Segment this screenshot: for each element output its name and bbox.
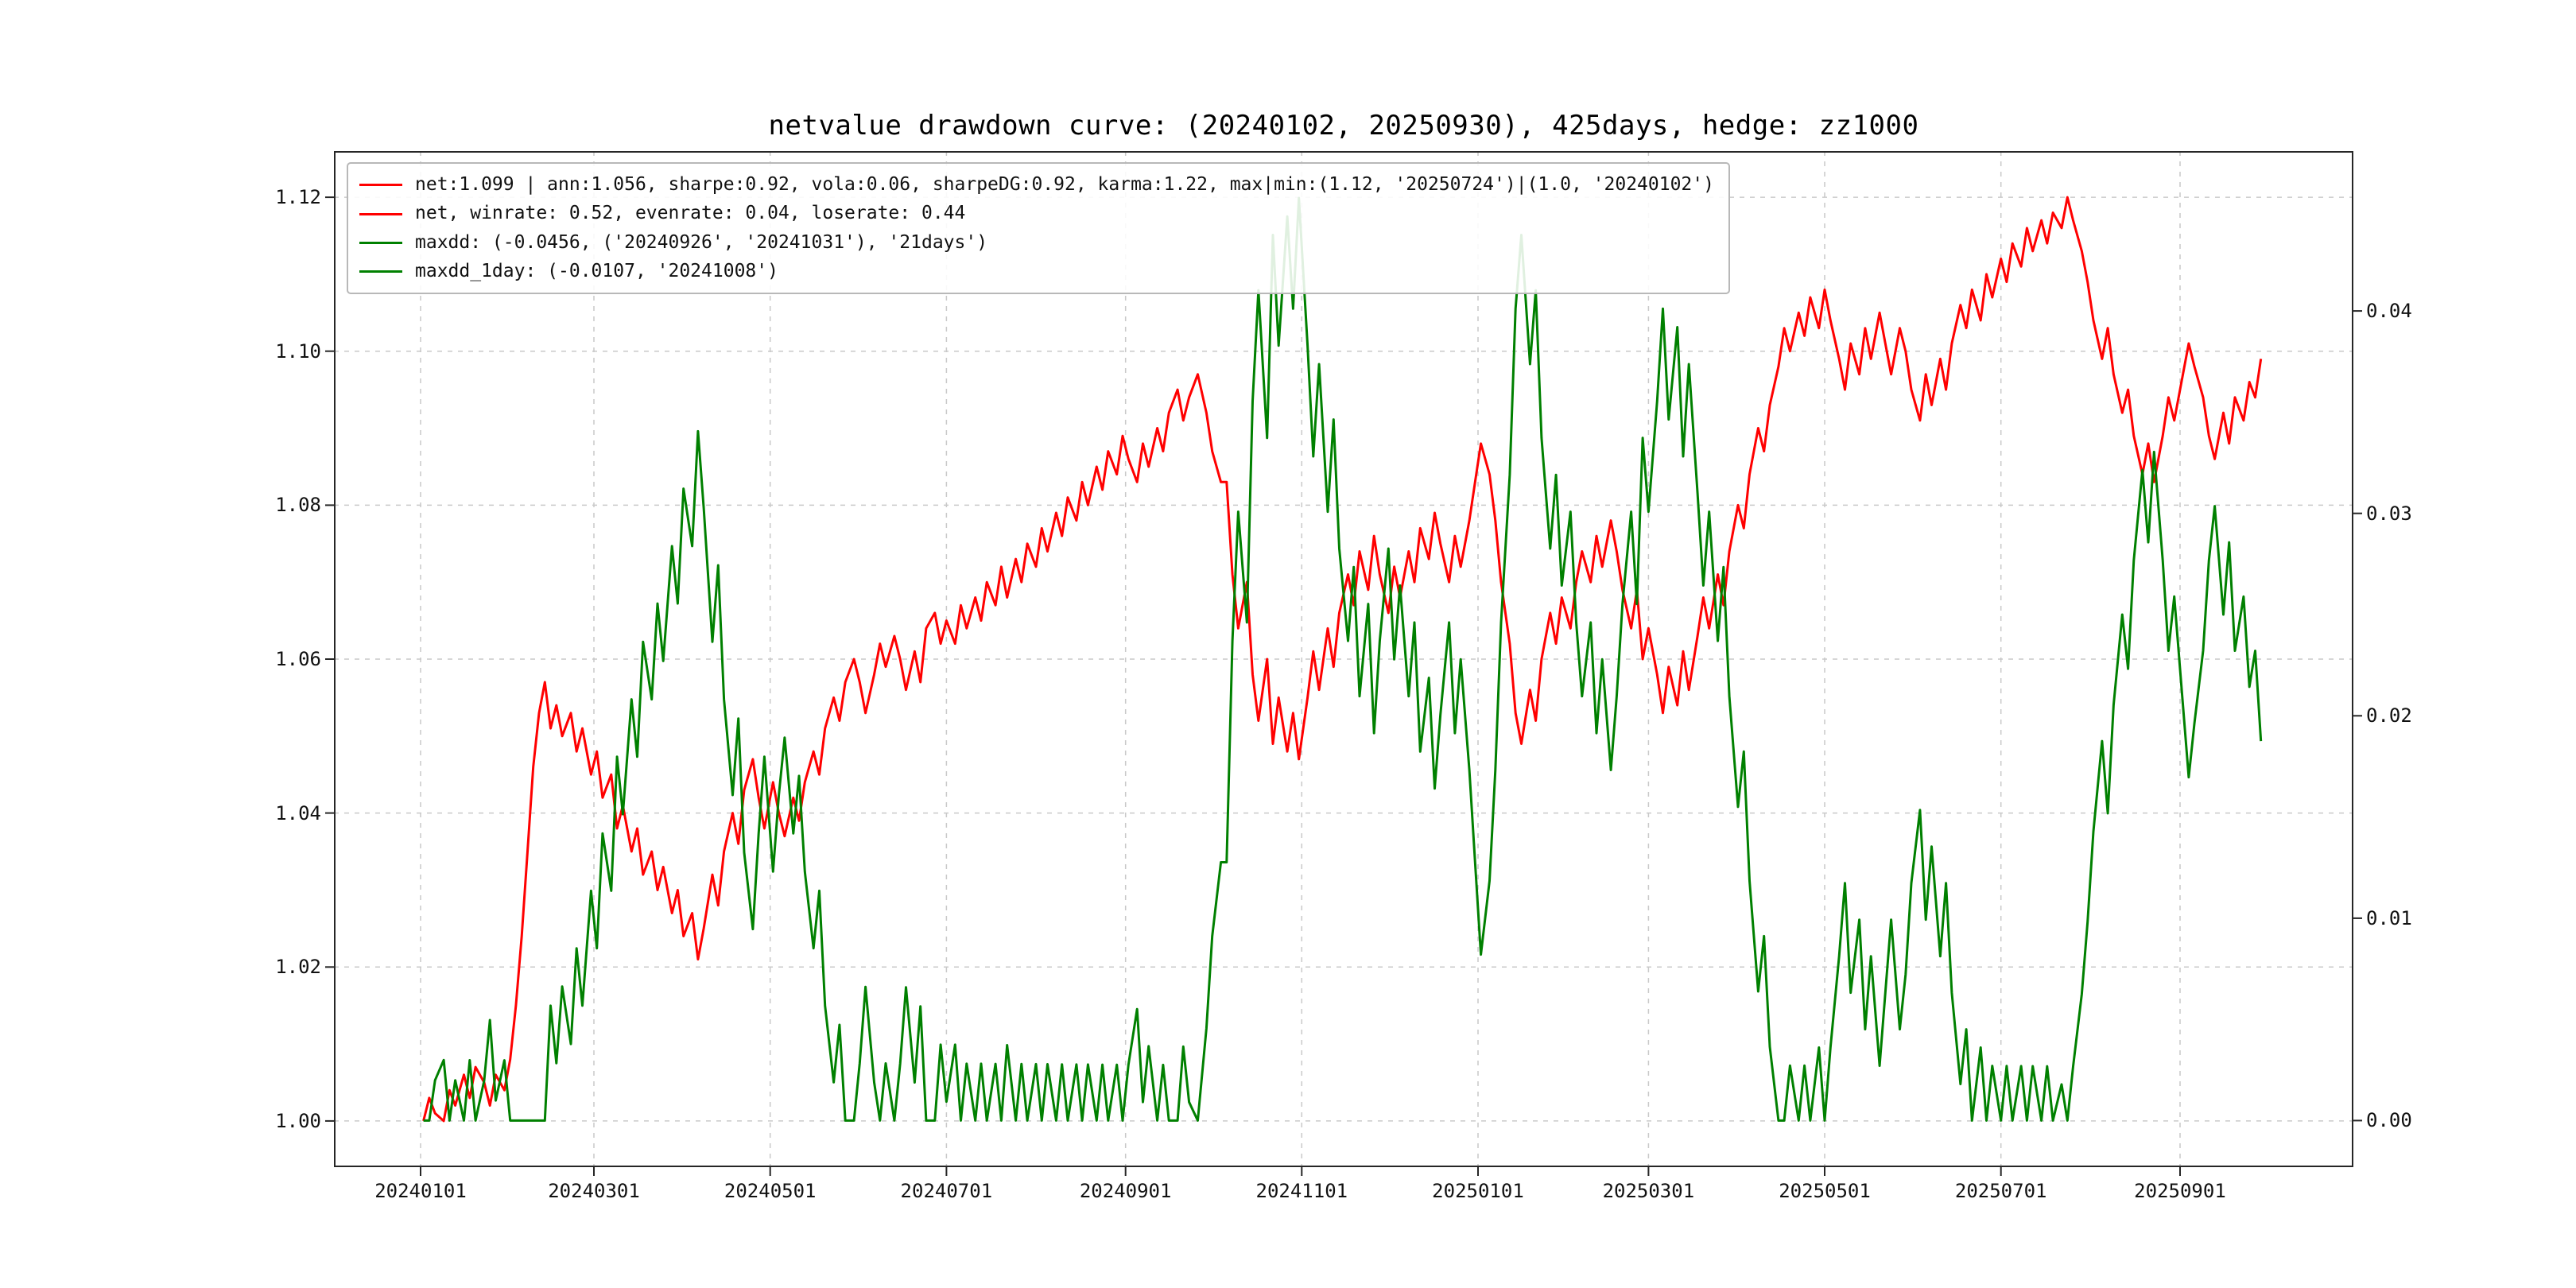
- x-tick-label: 20240501: [724, 1180, 817, 1202]
- chart-canvas: [325, 151, 2362, 1176]
- x-tick-label: 20241101: [1255, 1180, 1348, 1202]
- y-tick-label-right: 0.04: [2366, 300, 2412, 323]
- x-tick-label: 20250101: [1432, 1180, 1524, 1202]
- y-tick-label-right: 0.00: [2366, 1109, 2412, 1132]
- x-tick-label: 20250501: [1779, 1180, 1871, 1202]
- y-tick-label-left: 1.12: [275, 186, 321, 209]
- drawdown-line: [423, 196, 2263, 1122]
- legend-item-maxdd: maxdd: (-0.0456, ('20240926', '20241031'…: [359, 230, 1714, 256]
- y-tick-label-left: 1.06: [275, 648, 321, 670]
- legend-label-maxdd-1day: maxdd_1day: (-0.0107, '20241008'): [415, 261, 778, 282]
- x-tick-label: 20250701: [1954, 1180, 2047, 1202]
- x-tick-label: 20240101: [374, 1180, 467, 1202]
- legend-item-maxdd-1day: maxdd_1day: (-0.0107, '20241008'): [359, 258, 1714, 285]
- plot-area: net:1.099 | ann:1.056, sharpe:0.92, vola…: [275, 151, 2412, 1202]
- legend: net:1.099 | ann:1.056, sharpe:0.92, vola…: [347, 162, 1730, 295]
- y-tick-label-left: 1.04: [275, 801, 321, 824]
- legend-line-swatch-red: [359, 212, 402, 215]
- legend-line-swatch-red: [359, 184, 402, 187]
- x-tick-label: 20240301: [548, 1180, 640, 1202]
- y-tick-label-left: 1.08: [275, 494, 321, 517]
- net-line: [422, 196, 2263, 1123]
- y-tick-label-left: 1.02: [275, 956, 321, 979]
- x-tick-label: 20250301: [1602, 1180, 1695, 1202]
- legend-label-net-stats: net:1.099 | ann:1.056, sharpe:0.92, vola…: [415, 174, 1714, 195]
- legend-label-net-rates: net, winrate: 0.52, evenrate: 0.04, lose…: [415, 203, 966, 224]
- legend-item-net-rates: net, winrate: 0.52, evenrate: 0.04, lose…: [359, 200, 1714, 227]
- y-tick-label-right: 0.02: [2366, 704, 2412, 727]
- legend-item-net-stats: net:1.099 | ann:1.056, sharpe:0.92, vola…: [359, 172, 1714, 198]
- x-tick-label: 20240701: [900, 1180, 993, 1202]
- axes-spine: [334, 151, 2353, 1167]
- legend-line-swatch-green: [359, 241, 402, 244]
- y-tick-label-right: 0.01: [2366, 906, 2412, 929]
- legend-line-swatch-green: [359, 270, 402, 274]
- y-tick-label-left: 1.10: [275, 339, 321, 363]
- x-tick-label: 20240901: [1079, 1180, 1172, 1202]
- x-tick-label: 20250901: [2134, 1180, 2226, 1202]
- y-tick-label-right: 0.03: [2366, 502, 2412, 525]
- legend-label-maxdd: maxdd: (-0.0456, ('20240926', '20241031'…: [415, 231, 988, 253]
- chart-title: netvalue drawdown curve: (20240102, 2025…: [768, 110, 1919, 142]
- y-tick-label-left: 1.00: [275, 1109, 321, 1132]
